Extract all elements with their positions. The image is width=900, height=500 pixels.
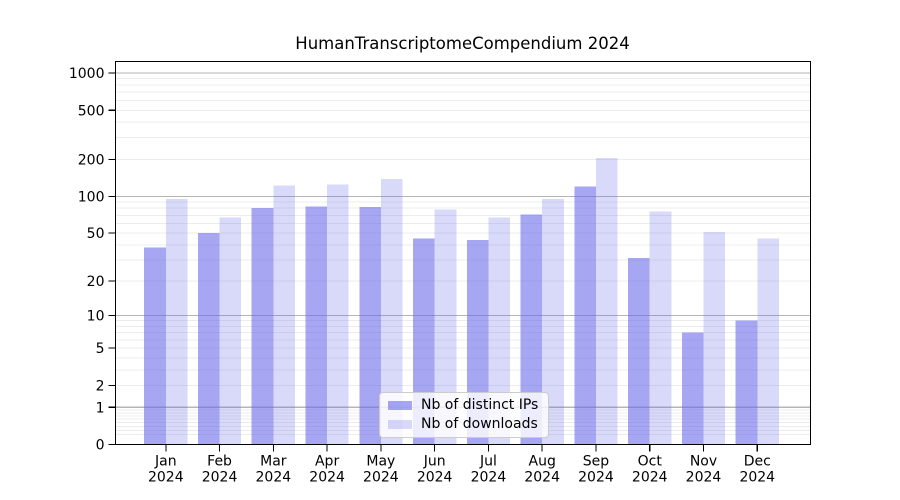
bar <box>165 199 188 445</box>
x-tick-label: Apr 2024 <box>309 454 345 486</box>
bar <box>380 178 403 445</box>
bar <box>305 206 328 445</box>
x-tick-label: Jan 2024 <box>148 454 184 486</box>
y-tick-label: 2 <box>96 378 105 394</box>
legend-label-distinct-ips: Nb of distinct IPs <box>421 397 539 413</box>
y-tick-label: 20 <box>87 274 105 290</box>
bar <box>359 206 381 445</box>
bar <box>628 258 650 445</box>
x-tick-label: Jul 2024 <box>471 454 507 486</box>
x-tick-label: Dec 2024 <box>739 454 775 486</box>
bar <box>649 211 672 445</box>
x-tick-label: Sep 2024 <box>578 454 614 486</box>
bar <box>488 217 511 445</box>
x-tick-label: Oct 2024 <box>632 454 668 486</box>
y-tick-label: 10 <box>87 309 105 325</box>
legend-label-downloads: Nb of downloads <box>421 416 538 432</box>
y-tick-label: 100 <box>78 189 105 205</box>
legend-item-downloads: Nb of downloads <box>388 416 538 432</box>
x-axis: Jan 2024 Feb 2024 Mar 2024 Apr 2024 May 2024 Jun 20… <box>148 444 775 486</box>
y-tick-label: 1000 <box>69 66 105 82</box>
x-tick-label: Jun 2024 <box>417 454 453 486</box>
legend-swatch-downloads <box>388 419 412 429</box>
bar <box>703 232 726 445</box>
bar <box>327 184 349 445</box>
x-tick-label: Feb 2024 <box>202 454 238 486</box>
series-distinct-ips <box>144 186 758 445</box>
bars-group <box>144 158 779 445</box>
bar <box>273 185 295 445</box>
y-tick-label: 0 <box>96 438 105 454</box>
bar <box>757 238 779 445</box>
bar <box>144 247 166 445</box>
y-tick-label: 50 <box>87 226 105 242</box>
bar <box>595 158 618 445</box>
bar <box>574 186 596 445</box>
y-tick-label: 1 <box>96 400 105 416</box>
bar <box>434 209 457 445</box>
bar <box>735 320 758 445</box>
x-tick-label: Aug 2024 <box>524 454 560 486</box>
bar <box>219 217 242 445</box>
chart-title: HumanTranscriptomeCompendium 2024 <box>295 34 630 53</box>
y-axis: 0 1 2 5 10 20 50 100 200 500 1000 <box>69 66 116 454</box>
legend-swatch-distinct-ips <box>388 400 412 410</box>
y-tick-label: 500 <box>78 103 105 119</box>
bar <box>251 208 274 445</box>
bar <box>681 332 704 445</box>
series-downloads <box>165 158 779 445</box>
legend: Nb of distinct IPs Nb of downloads <box>379 392 550 438</box>
x-tick-label: Mar 2024 <box>256 454 292 486</box>
x-tick-label: May 2024 <box>363 454 399 486</box>
axis-frame <box>115 61 811 445</box>
bar <box>197 233 220 445</box>
y-tick-label: 5 <box>96 341 105 357</box>
y-tick-label: 200 <box>78 152 105 168</box>
legend-item-distinct-ips: Nb of distinct IPs <box>388 397 538 413</box>
bar <box>542 199 564 445</box>
x-tick-label: Nov 2024 <box>686 454 722 486</box>
bar <box>520 214 543 445</box>
